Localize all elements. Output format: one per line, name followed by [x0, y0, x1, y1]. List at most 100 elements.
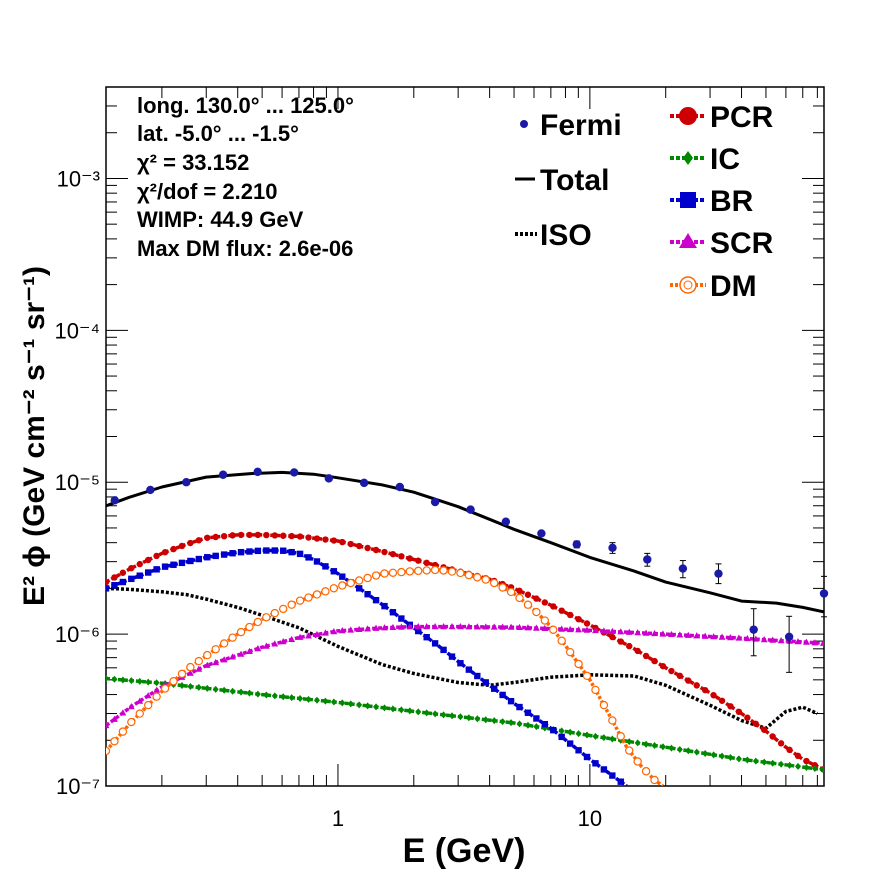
point-dm	[329, 584, 339, 593]
point-ic	[238, 688, 245, 696]
point-pcr	[541, 599, 549, 606]
point-pcr	[170, 545, 177, 553]
point-scr	[541, 624, 549, 632]
point-dm	[127, 717, 136, 727]
point-ic	[212, 685, 219, 693]
point-br	[355, 585, 363, 592]
point-dm	[219, 639, 229, 648]
point-dm	[152, 692, 161, 701]
annotation-longitude: long. 130.0° ... 125.0°	[137, 93, 354, 118]
point-br	[516, 703, 523, 711]
point-pcr	[566, 611, 574, 619]
point-br	[524, 709, 532, 716]
point-br	[212, 552, 219, 560]
point-ic	[448, 712, 455, 720]
fermi-point	[608, 543, 617, 553]
point-pcr	[355, 542, 363, 550]
point-ic	[128, 677, 135, 685]
point-scr	[524, 624, 532, 631]
point-br	[153, 566, 160, 573]
point-dm	[228, 633, 237, 642]
point-br	[592, 760, 599, 767]
point-ic	[381, 704, 388, 712]
point-ic	[313, 696, 320, 704]
point-dm	[245, 622, 254, 632]
point-scr	[212, 658, 220, 666]
point-scr	[583, 626, 591, 633]
point-ic	[153, 679, 160, 687]
point-pcr	[389, 550, 397, 558]
legend-left: Fermi Total ISO	[515, 109, 622, 252]
point-pcr	[735, 708, 743, 716]
point-pcr	[617, 638, 624, 645]
point-scr	[406, 623, 414, 630]
point-ic	[516, 720, 523, 728]
y-tick-label: 10⁻⁶	[55, 622, 100, 647]
point-ic	[735, 755, 742, 763]
point-ic	[271, 692, 278, 700]
point-pcr	[161, 549, 169, 556]
point-scr	[457, 623, 464, 630]
point-scr	[507, 623, 515, 630]
point-br	[330, 568, 338, 575]
point-ic	[187, 682, 194, 690]
point-pcr	[761, 726, 768, 734]
point-ic	[111, 675, 118, 683]
point-ic	[204, 684, 211, 692]
point-ic	[668, 744, 675, 752]
fermi-point	[678, 564, 688, 573]
point-scr	[106, 721, 110, 729]
point-br	[415, 627, 422, 635]
point-br	[490, 685, 498, 692]
point-scr	[119, 709, 127, 716]
point-br	[558, 733, 565, 741]
point-ic	[398, 706, 405, 714]
point-dm	[346, 578, 355, 588]
point-scr	[760, 635, 768, 643]
point-ic	[744, 756, 751, 764]
point-br	[465, 666, 473, 673]
point-pcr	[153, 552, 160, 560]
point-scr	[347, 626, 355, 633]
point-dm	[211, 645, 220, 654]
point-br	[482, 679, 489, 686]
point-br	[389, 609, 397, 616]
point-pcr	[710, 692, 717, 699]
series-total	[106, 470, 824, 614]
point-br	[280, 547, 287, 554]
point-br	[204, 554, 211, 561]
point-ic	[347, 700, 354, 708]
point-scr	[254, 644, 262, 652]
point-ic	[178, 682, 185, 690]
legend-right: PCR IC BR SCR DM	[670, 101, 774, 303]
series-br	[106, 547, 628, 786]
point-br	[372, 596, 380, 604]
point-scr	[389, 623, 397, 631]
point-pcr	[144, 556, 152, 564]
point-pcr	[187, 539, 194, 547]
point-pcr	[330, 537, 338, 544]
point-dm	[371, 571, 381, 580]
point-ic	[752, 757, 759, 765]
point-pcr	[701, 686, 709, 694]
point-br	[170, 561, 177, 568]
fermi-point	[146, 485, 155, 495]
point-dm	[338, 581, 347, 590]
point-ic	[499, 718, 506, 726]
point-dm	[110, 737, 119, 746]
point-scr	[668, 630, 675, 638]
point-scr	[516, 623, 523, 631]
point-scr	[296, 633, 304, 640]
point-ic	[626, 738, 633, 746]
point-pcr	[406, 555, 414, 562]
point-ic	[263, 691, 270, 699]
series-line-dm	[106, 568, 664, 786]
point-ic	[634, 739, 641, 747]
series-line-br	[106, 548, 628, 786]
point-ic	[406, 707, 413, 715]
series-layer	[106, 470, 824, 786]
point-dm	[481, 575, 490, 584]
point-dm	[608, 716, 617, 725]
point-dm	[599, 700, 609, 710]
